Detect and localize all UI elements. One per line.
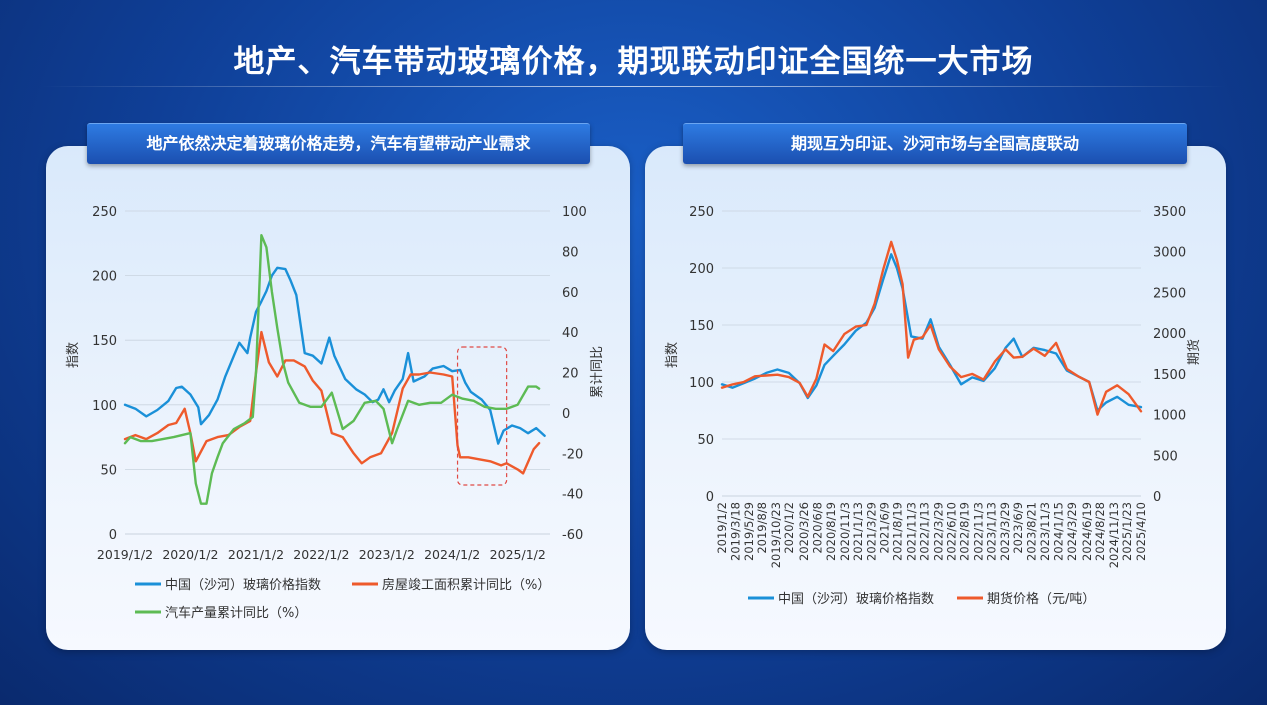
y-axis-label: 指数 [66,342,81,368]
x-tick-label: 2023/1/2 [359,547,415,562]
y2-tick-label: -40 [562,488,583,503]
y2-tick-label: 1000 [1153,409,1186,424]
legend-label: 期货价格（元/吨） [987,591,1095,607]
y-tick-label: 50 [100,463,117,478]
y2-tick-label: 60 [562,286,579,301]
y-tick-label: 250 [92,205,117,220]
x-tick-label: 2024/8/28 [1093,502,1107,561]
x-tick-label: 2021/8/19 [891,502,905,561]
y2-tick-label: -60 [562,528,583,543]
x-tick-label: 2021/6/9 [878,502,892,554]
x-tick-label: 2025/1/23 [1120,502,1134,561]
x-tick-label: 2019/1/2 [97,547,153,562]
x-tick-label: 2025/4/10 [1134,502,1148,561]
x-tick-label: 2022/11/3 [971,502,985,561]
y2-tick-label: 1500 [1153,368,1186,383]
legend-label: 汽车产量累计同比（%） [165,605,307,621]
x-tick-label: 2023/6/9 [1011,502,1025,554]
x-tick-label: 2024/1/15 [1051,502,1065,561]
x-tick-label: 2024/11/13 [1107,502,1121,568]
y-tick-label: 50 [697,433,714,448]
x-tick-label: 2020/1/2 [162,547,218,562]
y2-axis-label: 累计同比 [590,346,605,398]
right-chart-header: 期现互为印证、沙河市场与全国高度联动 [683,123,1187,164]
x-tick-label: 2023/3/29 [998,502,1012,561]
series-line [720,253,1143,412]
x-tick-label: 2019/1/2 [715,502,729,554]
x-tick-label: 2019/5/29 [742,502,756,561]
x-tick-label: 2021/1/2 [228,547,284,562]
y2-tick-label: 3000 [1153,246,1186,261]
y2-tick-label: 2000 [1153,327,1186,342]
x-tick-label: 2022/1/13 [918,502,932,561]
left-chart-card [46,146,630,650]
right-chart-card [645,146,1226,650]
y-tick-label: 250 [689,205,714,220]
legend-label: 中国（沙河）玻璃价格指数 [165,577,321,593]
x-tick-label: 2019/3/18 [729,502,743,561]
y2-tick-label: 3500 [1153,205,1186,220]
x-tick-label: 2023/1/13 [984,502,998,561]
title-divider [40,86,1227,87]
y2-tick-label: 500 [1153,449,1178,464]
x-tick-label: 2021/3/29 [864,502,878,561]
x-tick-label: 2022/6/10 [945,502,959,561]
page-title: 地产、汽车带动玻璃价格，期现联动印证全国统一大市场 [233,44,1034,80]
x-tick-label: 2019/8/8 [755,502,769,554]
y2-axis-label: 期货 [1186,339,1202,365]
x-tick-label: 2023/11/3 [1038,502,1052,561]
left-chart-header: 地产依然决定着玻璃价格走势，汽车有望带动产业需求 [87,123,590,164]
x-tick-label: 2020/11/3 [838,502,852,561]
chart-2: 2502001501005003500300025002000150010005… [665,205,1202,607]
x-tick-label: 2024/6/19 [1080,502,1094,561]
y2-tick-label: 0 [562,407,570,422]
y2-tick-label: -20 [562,447,583,462]
x-tick-label: 2024/1/2 [424,547,480,562]
legend-label: 房屋竣工面积累计同比（%） [382,577,550,593]
x-tick-label: 2020/1/2 [782,502,796,554]
legend-label: 中国（沙河）玻璃价格指数 [778,591,934,607]
series-line [123,234,541,505]
y2-tick-label: 0 [1153,490,1161,505]
y2-tick-label: 2500 [1153,286,1186,301]
x-tick-label: 2023/8/21 [1025,502,1039,561]
x-tick-label: 2021/1/13 [851,502,865,561]
y-tick-label: 200 [689,262,714,277]
x-tick-label: 2022/8/19 [957,502,971,561]
y2-tick-label: 20 [562,367,579,382]
y2-tick-label: 40 [562,326,579,341]
y-axis-label: 指数 [665,342,680,368]
y-tick-label: 150 [689,319,714,334]
x-tick-label: 2025/1/2 [490,547,546,562]
y-tick-label: 100 [689,376,714,391]
x-tick-label: 2020/6/8 [811,502,825,554]
x-tick-label: 2020/3/26 [797,502,811,561]
y-tick-label: 0 [706,490,714,505]
series-line [123,330,541,475]
chart-1: 250200150100500100806040200-20-40-602019… [66,205,605,621]
x-tick-label: 2021/11/3 [905,502,919,561]
y-tick-label: 200 [92,270,117,285]
series-line [720,240,1143,416]
x-tick-label: 2024/3/29 [1065,502,1079,561]
x-tick-label: 2022/1/2 [293,547,349,562]
y-tick-label: 100 [92,399,117,414]
x-tick-label: 2022/3/29 [931,502,945,561]
series-line [123,266,546,445]
y-tick-label: 150 [92,334,117,349]
y2-tick-label: 100 [562,205,587,220]
x-tick-label: 2020/8/19 [824,502,838,561]
y2-tick-label: 80 [562,245,579,260]
y-tick-label: 0 [109,528,117,543]
x-tick-label: 2019/10/23 [769,502,783,568]
